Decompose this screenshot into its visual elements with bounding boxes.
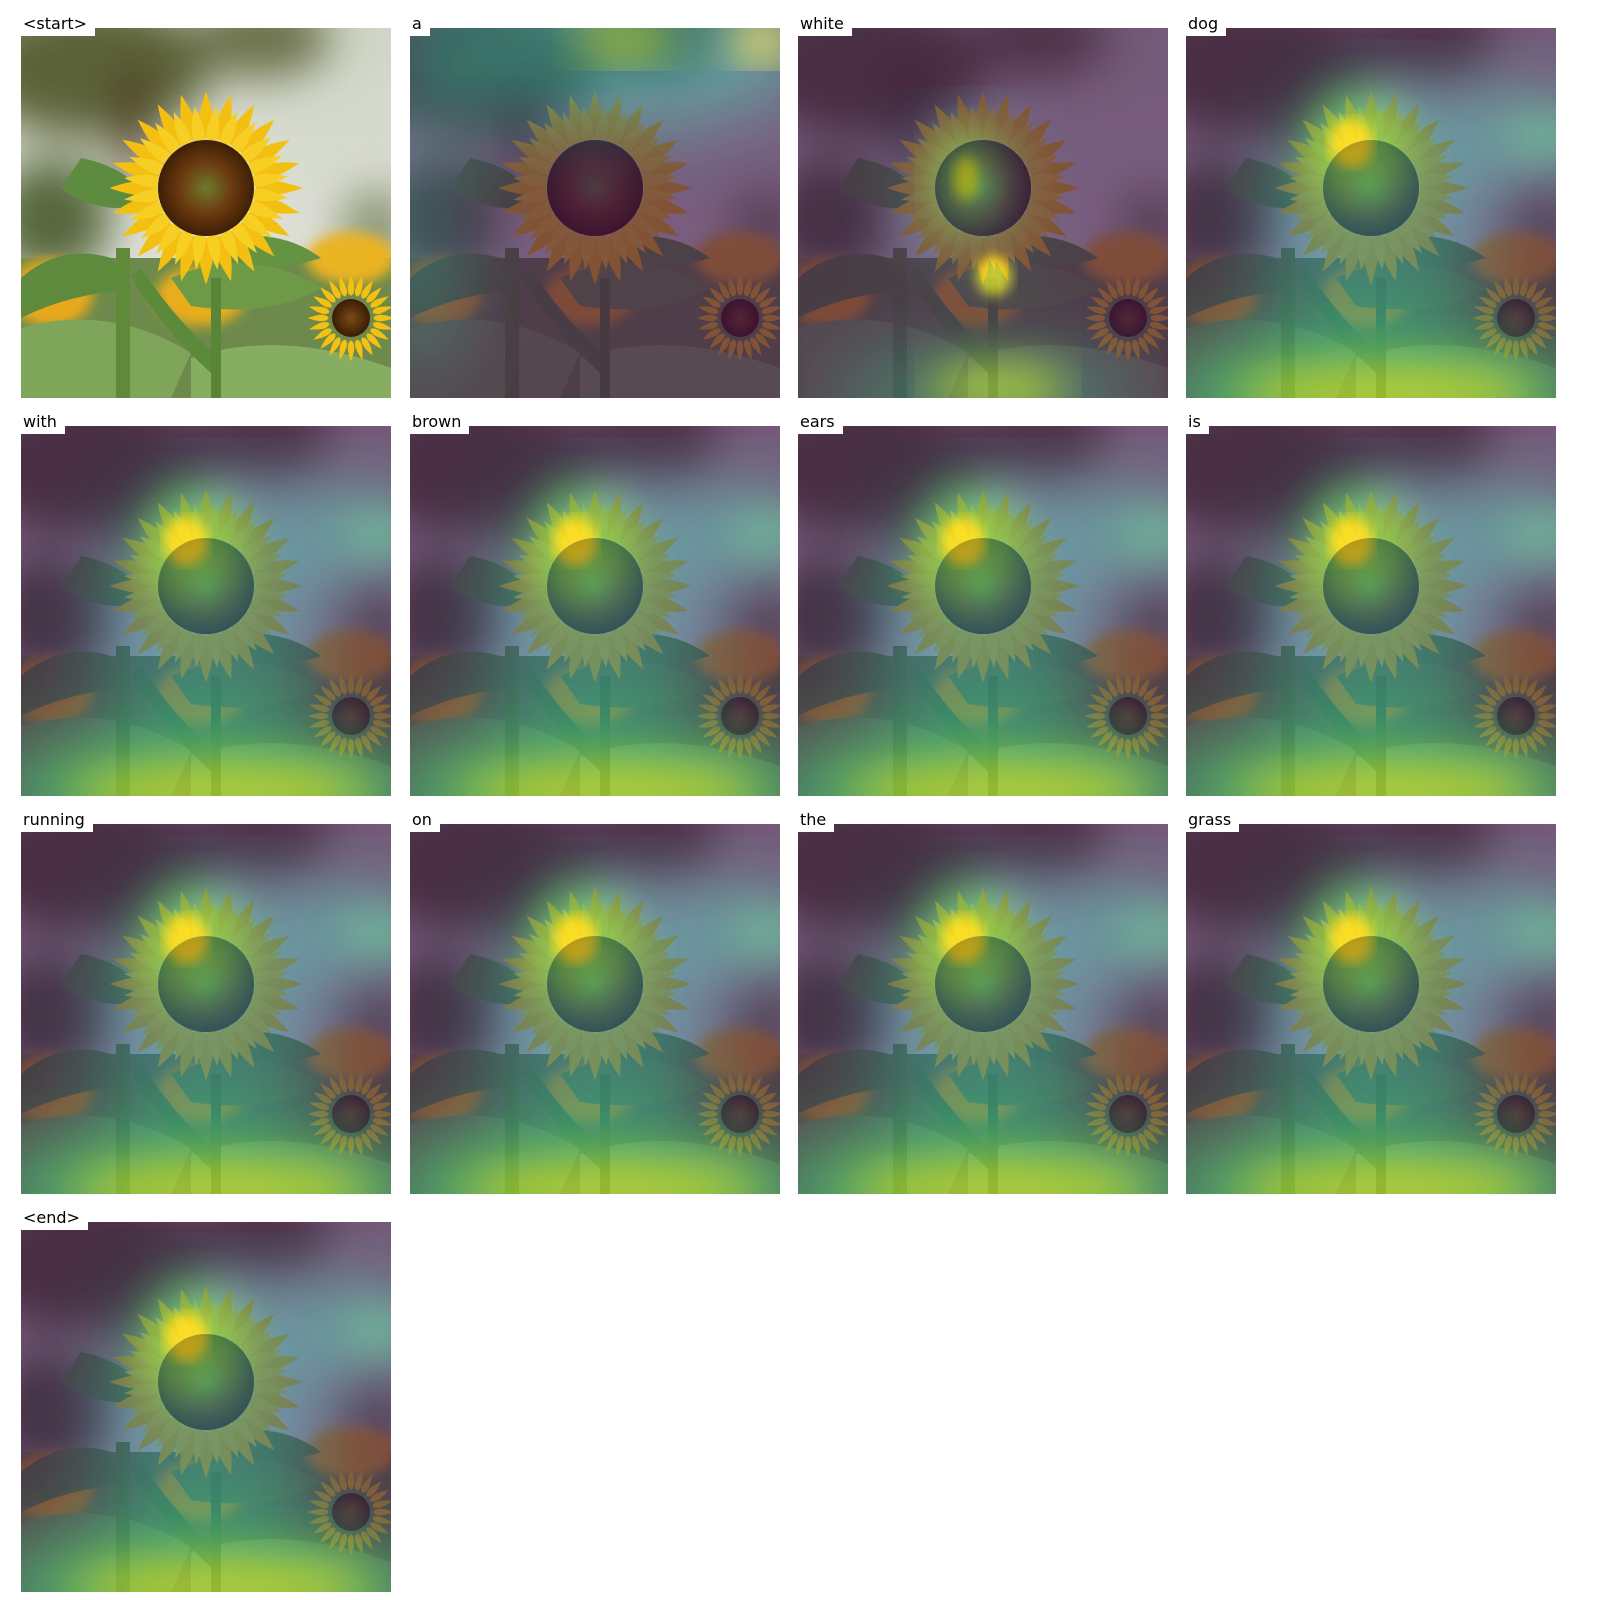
attention-heatmap [798,824,1168,1194]
attention-heatmap [21,824,391,1194]
attention-panel-dog: dog [1186,12,1556,398]
attention-heatmap [21,426,391,796]
word-label: dog [1186,12,1227,36]
attention-heatmap [410,426,780,796]
word-label: ears [798,410,843,434]
attention-panel-on: on [410,808,780,1194]
word-label: on [410,808,440,832]
word-label: brown [410,410,470,434]
attention-panel-end: <end> [21,1206,391,1592]
word-label: is [1186,410,1209,434]
attention-panel-white: white [798,12,1168,398]
word-label: the [798,808,835,832]
attention-heatmap [798,28,1168,398]
word-label: <start> [21,12,96,36]
attention-panel-the: the [798,808,1168,1194]
attention-panel-running: running [21,808,391,1194]
attention-heatmap [410,824,780,1194]
attention-panel-brown: brown [410,410,780,796]
word-label: with [21,410,65,434]
word-label: <end> [21,1206,88,1230]
sunflower-photo [21,28,391,398]
attention-panel-grass: grass [1186,808,1556,1194]
attention-heatmap [1186,28,1556,398]
attention-panel-ears: ears [798,410,1168,796]
word-label: a [410,12,430,36]
word-label: grass [1186,808,1240,832]
attention-heatmap [21,1222,391,1592]
attention-heatmap [1186,824,1556,1194]
attention-panel-with: with [21,410,391,796]
attention-heatmap [410,28,780,398]
attention-heatmap [798,426,1168,796]
word-label: white [798,12,852,36]
attention-panel-start: <start> [21,12,391,398]
attention-panel-a: a [410,12,780,398]
attention-heatmap [1186,426,1556,796]
word-label: running [21,808,93,832]
attention-panel-is: is [1186,410,1556,796]
